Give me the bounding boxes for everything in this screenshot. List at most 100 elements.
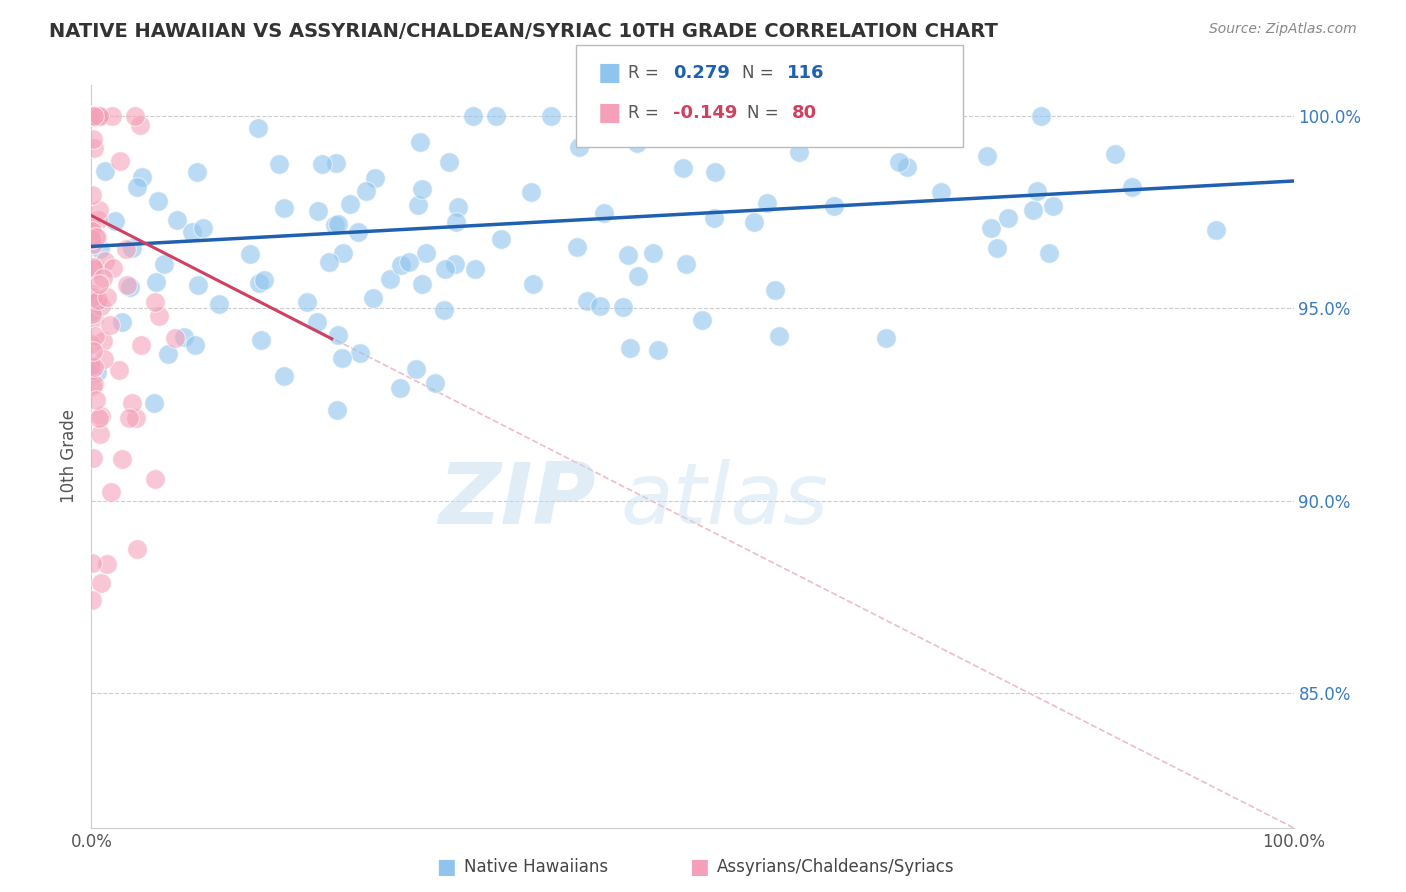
Point	[108, 363, 131, 377]
Point	[626, 136, 648, 150]
Point	[328, 327, 350, 342]
Point	[82, 290, 104, 304]
Point	[125, 411, 148, 425]
Point	[115, 277, 138, 292]
Point	[875, 331, 897, 345]
Point	[339, 197, 361, 211]
Point	[87, 109, 110, 123]
Point	[823, 199, 845, 213]
Point	[146, 194, 169, 209]
Point	[143, 295, 166, 310]
Point	[86, 230, 108, 244]
Point	[307, 203, 329, 218]
Point	[273, 201, 295, 215]
Point	[82, 109, 104, 123]
Text: ■: ■	[689, 857, 709, 877]
Point	[311, 157, 333, 171]
Point	[1121, 180, 1143, 194]
Point	[80, 109, 103, 123]
Point	[485, 109, 508, 123]
Text: ■: ■	[598, 62, 621, 85]
Point	[979, 221, 1001, 235]
Text: ZIP: ZIP	[439, 459, 596, 542]
Point	[411, 181, 433, 195]
Text: ■: ■	[436, 857, 456, 877]
Point	[896, 160, 918, 174]
Point	[87, 293, 110, 308]
Text: 116: 116	[787, 64, 825, 82]
Point	[249, 333, 271, 347]
Point	[411, 277, 433, 291]
Point	[326, 403, 349, 417]
Text: 80: 80	[792, 104, 817, 122]
Point	[80, 378, 103, 392]
Point	[82, 343, 104, 358]
Point	[406, 198, 429, 212]
Point	[83, 262, 105, 277]
Point	[93, 334, 115, 349]
Point	[1025, 184, 1047, 198]
Point	[82, 304, 104, 318]
Point	[325, 155, 347, 169]
Point	[94, 253, 117, 268]
Point	[129, 338, 152, 352]
Point	[364, 171, 387, 186]
Point	[768, 329, 790, 343]
Point	[911, 112, 934, 126]
Point	[90, 299, 112, 313]
Point	[84, 392, 107, 407]
Point	[110, 153, 132, 168]
Point	[332, 246, 354, 260]
Point	[83, 109, 105, 123]
Point	[976, 149, 998, 163]
Point	[931, 185, 953, 199]
Point	[1038, 245, 1060, 260]
Point	[186, 165, 208, 179]
Point	[80, 232, 103, 246]
Point	[142, 396, 165, 410]
Point	[434, 261, 457, 276]
Text: Source: ZipAtlas.com: Source: ZipAtlas.com	[1209, 22, 1357, 37]
Point	[80, 592, 103, 607]
Point	[124, 109, 146, 123]
Y-axis label: 10th Grade: 10th Grade	[59, 409, 77, 503]
Point	[94, 164, 117, 178]
Point	[361, 292, 384, 306]
Point	[111, 315, 134, 329]
Point	[330, 351, 353, 365]
Point	[592, 205, 614, 219]
Point	[173, 330, 195, 344]
Point	[787, 145, 810, 159]
Point	[131, 169, 153, 184]
Point	[1042, 199, 1064, 213]
Text: Native Hawaiians: Native Hawaiians	[464, 858, 609, 876]
Point	[153, 257, 176, 271]
Point	[82, 132, 104, 146]
Point	[887, 154, 910, 169]
Point	[100, 485, 122, 500]
Point	[111, 451, 134, 466]
Point	[80, 109, 103, 123]
Point	[520, 186, 543, 200]
Point	[80, 362, 103, 376]
Point	[86, 109, 108, 123]
Point	[121, 396, 143, 410]
Point	[461, 109, 484, 123]
Point	[84, 329, 107, 343]
Point	[328, 217, 350, 231]
Point	[307, 315, 329, 329]
Text: N =: N =	[742, 64, 779, 82]
Point	[247, 276, 270, 290]
Point	[163, 331, 186, 345]
Point	[83, 359, 105, 374]
Point	[567, 240, 589, 254]
Point	[82, 109, 104, 123]
Point	[82, 307, 104, 321]
Point	[447, 200, 470, 214]
Point	[125, 542, 148, 557]
Point	[87, 212, 110, 227]
Text: ■: ■	[598, 102, 621, 125]
Point	[208, 297, 231, 311]
Text: R =: R =	[628, 64, 665, 82]
Point	[398, 254, 420, 268]
